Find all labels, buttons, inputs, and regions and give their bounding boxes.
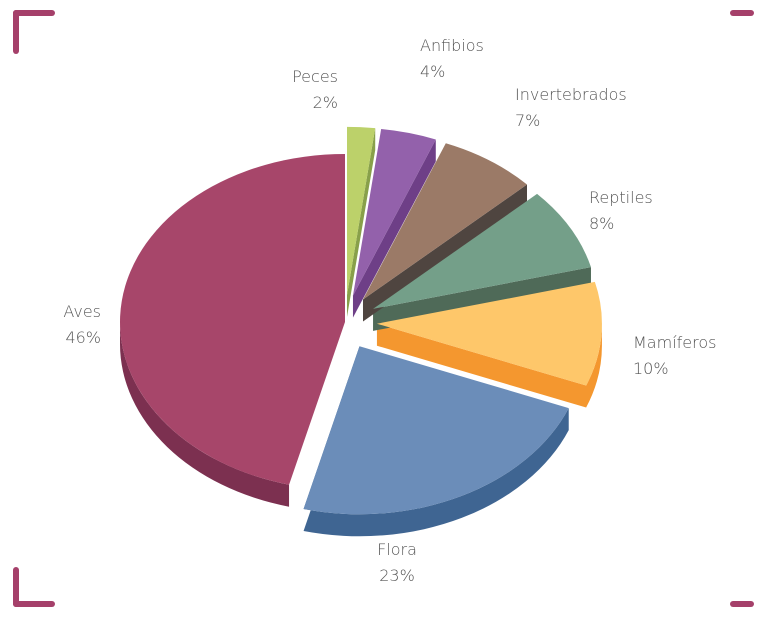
pie-slice-reptiles [373,193,591,309]
pie-slice-mamiferos [376,281,602,386]
label-name-anfibios: Anfibios [420,36,484,55]
frame-corner-bottom-left-v [13,567,19,607]
pie-slice-anfibios [352,128,436,296]
label-value-invertebrados: 7% [515,111,540,130]
pie-slice-side-mamiferos [376,323,602,408]
pie-slice-peces [347,126,376,295]
label-name-peces: Peces [292,67,338,86]
label-name-invertebrados: Invertebrados [515,85,627,104]
pie-slice-side-peces [347,128,376,317]
frame-corner-bottom-left-h [13,601,55,607]
label-name-flora: Flora [377,540,417,559]
frame-corner-top-right-h [730,10,754,16]
pie-slice-tops [120,126,602,515]
label-value-aves: 46% [65,328,101,347]
pie-slice-side-anfibios [352,139,436,318]
label-name-reptiles: Reptiles [589,188,653,207]
label-value-flora: 23% [379,566,415,585]
pie-slice-aves [120,154,345,485]
label-value-anfibios: 4% [420,62,445,81]
label-value-mamiferos: 10% [633,359,669,378]
label-name-aves: Aves [63,302,101,321]
slice-labels: Peces 2% Anfibios 4% Invertebrados 7% Re… [63,36,716,585]
pie-slice-flora [303,346,569,515]
frame-corner-bottom-right-h [730,601,754,607]
frame-corners [13,10,754,607]
label-value-peces: 2% [313,93,338,112]
frame-corner-top-left-h [13,10,55,16]
label-name-mamiferos: Mamíferos [633,333,716,352]
label-value-reptiles: 8% [589,214,614,233]
pie-slice-side-flora [303,346,569,537]
pie-slice-invertebrados [362,143,528,300]
frame-corner-top-left-v [13,10,19,54]
